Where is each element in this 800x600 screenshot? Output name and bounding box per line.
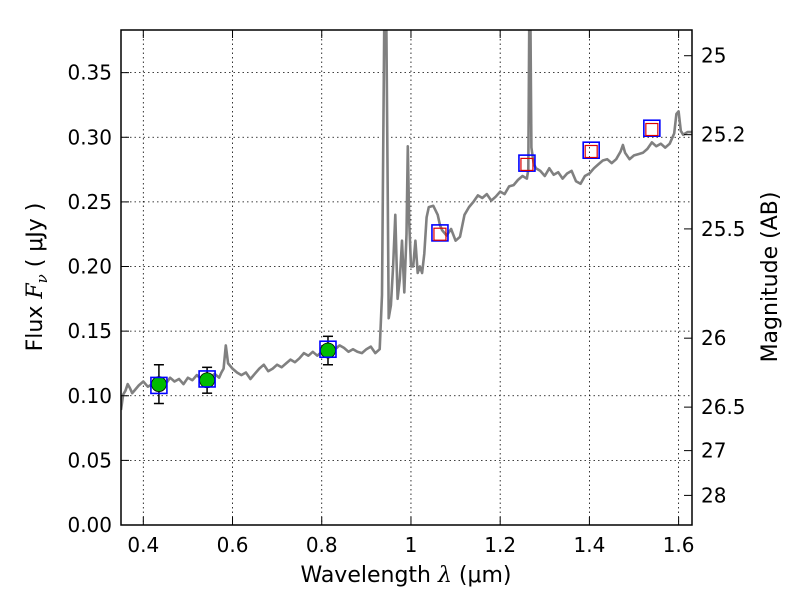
model-square [582, 141, 600, 159]
y2-tick-label: 27 [701, 439, 726, 463]
x-tick-label: 1.2 [484, 533, 516, 557]
predicted-square [520, 157, 534, 172]
predicted-square [584, 144, 598, 159]
plot-frame [120, 29, 693, 526]
y2-tick-label: 26.5 [701, 395, 746, 419]
predicted-square [645, 122, 659, 137]
y-tick-label: 0.15 [67, 319, 112, 343]
y-tick-label: 0.10 [67, 384, 112, 408]
observed-point [199, 372, 215, 389]
y-tick-label: 0.30 [67, 125, 112, 149]
x-axis-title-symbol: λ [437, 563, 452, 588]
y2-tick-label: 28 [701, 483, 726, 507]
model-square [431, 224, 449, 242]
y2-tick-label: 25.5 [701, 217, 746, 241]
observed-point [151, 376, 167, 393]
x-tick-label: 1.6 [663, 533, 695, 557]
y-tick-label: 0.00 [67, 513, 112, 537]
predicted-square [433, 227, 447, 241]
model-square [643, 119, 661, 138]
y-tick-label: 0.20 [67, 255, 112, 279]
x-axis-title: Wavelength λ (μm) [300, 563, 511, 588]
y-axis-title-prefix: Flux [23, 299, 48, 352]
x-axis-title-prefix: Wavelength [300, 563, 438, 588]
y-tick-label: 0.25 [67, 190, 112, 214]
x-tick-label: 0.6 [217, 533, 249, 557]
x-tick-label: 0.8 [306, 533, 338, 557]
plot-area [121, 30, 692, 411]
y-axis-title-symbol: F [23, 283, 48, 300]
x-tick-label: 0.4 [127, 533, 159, 557]
y-axis-title-suffix: ( μJy ) [23, 203, 48, 275]
spectrum-line [121, 30, 692, 411]
y-axis-title-subscript: ν [33, 274, 51, 283]
y-tick-label: 0.05 [67, 448, 112, 472]
model-square [198, 370, 216, 388]
model-square [518, 154, 536, 172]
grid-lines [121, 30, 692, 526]
x-axis-title-suffix: (μm) [452, 563, 512, 588]
model-square [319, 340, 337, 359]
x-tick-label: 1 [405, 533, 418, 557]
y2-tick-label: 25 [701, 44, 726, 68]
y2-tick-label: 26 [701, 326, 726, 350]
y2-axis-title: Magnitude (AB) [758, 192, 783, 363]
y2-tick-label: 25.2 [701, 123, 746, 147]
y-tick-label: 0.35 [67, 61, 112, 85]
model-square [150, 376, 168, 395]
x-tick-label: 1.4 [573, 533, 605, 557]
y-axis-title: Flux Fν ( μJy ) [23, 203, 51, 352]
observed-point [320, 342, 336, 359]
axis-ticks: 0.4 0.6 0.8 1 1.2 1.4 1.6 0.00 0.05 0.10 0.15 0.20 0… [67, 30, 746, 557]
